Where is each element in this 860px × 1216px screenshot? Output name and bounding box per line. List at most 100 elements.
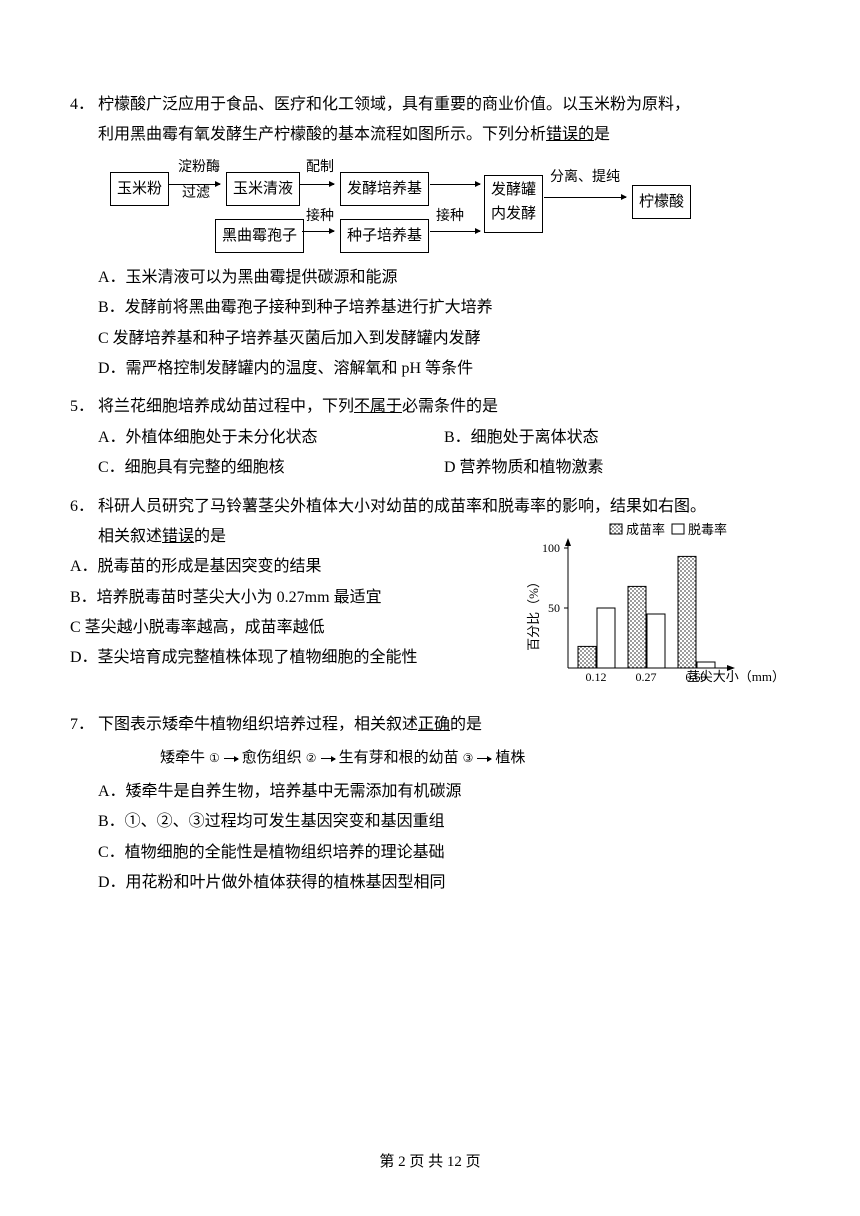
flow-label-separate: 分离、提纯 <box>550 165 620 192</box>
bar-g1-s1 <box>647 614 665 668</box>
q5-optC: C．细胞具有完整的细胞核 <box>98 453 444 483</box>
q6-stem-l2c: 的是 <box>194 528 226 545</box>
q7-stem-a: 下图表示矮牵牛植物组织培养过程，相关叙述 <box>98 716 418 733</box>
q4-num: 4． <box>70 90 98 120</box>
flow-label-inoculate2: 接种 <box>436 204 464 231</box>
yticklabel-50: 50 <box>548 601 560 615</box>
bar-g0-s0 <box>578 646 596 668</box>
flow-box-citric-acid: 柠檬酸 <box>632 185 691 220</box>
q4-stem-line2c: 是 <box>594 126 610 143</box>
xtick-1: 0.27 <box>636 670 657 684</box>
q4-header: 4． 柠檬酸广泛应用于食品、医疗和化工领域，具有重要的商业价值。以玉米粉为原料， <box>70 90 790 120</box>
flow-box-ferment-medium: 发酵培养基 <box>340 172 429 207</box>
q7-flow-c3: ③ <box>463 747 474 770</box>
q7-flow-n3: 生有芽和根的幼苗 <box>339 744 459 773</box>
q4-optB: B．发酵前将黑曲霉孢子接种到种子培养基进行扩大培养 <box>98 293 790 323</box>
flow-box-liquid: 玉米清液 <box>226 172 300 207</box>
q4-flow-diagram: 玉米粉 淀粉酶 过滤 玉米清液 配制 发酵培养基 黑曲霉孢子 接种 种子培养基 … <box>110 157 790 257</box>
arrow-5 <box>430 231 480 232</box>
q6-optC: C 茎尖越小脱毒率越高，成苗率越低 <box>70 613 510 643</box>
q6-optA: A．脱毒苗的形成是基因突变的结果 <box>70 552 510 582</box>
question-6: 6． 科研人员研究了马铃薯茎尖外植体大小对幼苗的成苗率和脱毒率的影响，结果如右图… <box>70 492 790 698</box>
q5-row1: A．外植体细胞处于未分化状态 B．细胞处于离体状态 <box>98 423 790 453</box>
q7-flow-c2: ② <box>306 747 317 770</box>
q7-optC: C．植物细胞的全能性是植物组织培养的理论基础 <box>98 838 790 868</box>
bar-g0-s1 <box>597 608 615 668</box>
arrow-4 <box>302 231 334 232</box>
q7-optD: D．用花粉和叶片做外植体获得的植株基因型相同 <box>98 868 790 898</box>
q6-stem-l2a: 相关叙述 <box>98 528 162 545</box>
arrow-3 <box>430 184 480 185</box>
question-7: 7． 下图表示矮牵牛植物组织培养过程，相关叙述正确的是 矮牵牛 ① 愈伤组织 ②… <box>70 710 790 898</box>
q6-optD: D．茎尖培育成完整植株体现了植物细胞的全能性 <box>70 643 510 673</box>
q5-header: 5． 将兰花细胞培养成幼苗过程中，下列不属于必需条件的是 <box>70 392 790 422</box>
flow-box-seed-medium: 种子培养基 <box>340 219 429 254</box>
bar-g2-s1 <box>697 662 715 668</box>
q5-stem-u: 不属于 <box>354 398 402 415</box>
q7-flow-c1: ① <box>209 747 220 770</box>
q7-options: A．矮牵牛是自养生物，培养基中无需添加有机碳源 B．①、②、③过程均可发生基因突… <box>98 777 790 899</box>
flow-box-fermenter: 发酵罐 内发酵 <box>484 175 543 233</box>
q5-stem-b: 必需条件的是 <box>402 398 498 415</box>
q6-chart: 成苗率 脱毒率 百分比（%） 100 50 0.12 0.27 <box>520 518 790 698</box>
q7-flow-n4: 植株 <box>495 744 525 773</box>
q7-stem-u: 正确 <box>418 716 450 733</box>
q6-stem-u: 错误 <box>162 528 194 545</box>
q7-flow-n2: 愈伤组织 <box>242 744 302 773</box>
arrow-2 <box>300 184 334 185</box>
q4-optA: A．玉米清液可以为黑曲霉提供碳源和能源 <box>98 263 790 293</box>
q7-flow: 矮牵牛 ① 愈伤组织 ② 生有芽和根的幼苗 ③ 植株 <box>160 744 790 773</box>
q5-stem-a: 将兰花细胞培养成幼苗过程中，下列 <box>98 398 354 415</box>
q7-arrow-2-icon <box>321 758 335 759</box>
legend-label-2: 脱毒率 <box>688 522 727 537</box>
q5-optA: A．外植体细胞处于未分化状态 <box>98 423 444 453</box>
y-arrow-icon <box>565 538 571 546</box>
q5-stem-wrap: 将兰花细胞培养成幼苗过程中，下列不属于必需条件的是 <box>98 392 790 422</box>
fermenter-l1: 发酵罐 <box>491 182 536 198</box>
fermenter-l2: 内发酵 <box>491 206 536 222</box>
arrow-1 <box>168 184 220 185</box>
q7-arrow-1-icon <box>224 758 238 759</box>
q4-stem-line2-wrap: 利用黑曲霉有氧发酵生产柠檬酸的基本流程如图所示。下列分析错误的是 <box>98 120 790 150</box>
q7-stem-b: 的是 <box>450 716 482 733</box>
flow-label-prepare: 配制 <box>306 155 334 182</box>
flow-box-spore: 黑曲霉孢子 <box>215 219 304 254</box>
chart-ylabel: 百分比（%） <box>526 575 541 651</box>
q4-optD: D．需严格控制发酵罐内的温度、溶解氧和 pH 等条件 <box>98 354 790 384</box>
q6-optB: B．培养脱毒苗时茎尖大小为 0.27mm 最适宜 <box>70 583 510 613</box>
chart-xlabel: 茎尖大小（mm） <box>687 669 785 684</box>
flow-label-inoculate1: 接种 <box>306 204 334 231</box>
flow-box-cornflour: 玉米粉 <box>110 172 169 207</box>
q5-optD: D 营养物质和植物激素 <box>444 453 790 483</box>
q7-optA: A．矮牵牛是自养生物，培养基中无需添加有机碳源 <box>98 777 790 807</box>
bar-g2-s0 <box>678 556 696 668</box>
q5-row2: C．细胞具有完整的细胞核 D 营养物质和植物激素 <box>98 453 790 483</box>
q4-stem-line2a: 利用黑曲霉有氧发酵生产柠檬酸的基本流程如图所示。下列分析 <box>98 126 546 143</box>
q5-num: 5． <box>70 392 98 422</box>
q7-optB: B．①、②、③过程均可发生基因突变和基因重组 <box>98 807 790 837</box>
page-footer: 第 2 页 共 12 页 <box>0 1148 860 1177</box>
question-4: 4． 柠檬酸广泛应用于食品、医疗和化工领域，具有重要的商业价值。以玉米粉为原料，… <box>70 90 790 384</box>
q6-num: 6． <box>70 492 98 522</box>
yticklabel-100: 100 <box>542 541 560 555</box>
arrow-6 <box>544 197 626 198</box>
q4-stem-line1: 柠檬酸广泛应用于食品、医疗和化工领域，具有重要的商业价值。以玉米粉为原料， <box>98 90 790 120</box>
legend-label-1: 成苗率 <box>626 522 665 537</box>
flow-label-enzyme: 淀粉酶 <box>178 155 220 182</box>
q7-stem-wrap: 下图表示矮牵牛植物组织培养过程，相关叙述正确的是 <box>98 710 790 740</box>
q7-num: 7． <box>70 710 98 740</box>
q6-body: 相关叙述错误的是 A．脱毒苗的形成是基因突变的结果 B．培养脱毒苗时茎尖大小为 … <box>70 522 790 698</box>
q4-options: A．玉米清液可以为黑曲霉提供碳源和能源 B．发酵前将黑曲霉孢子接种到种子培养基进… <box>98 263 790 385</box>
q4-stem-underline: 错误的 <box>546 126 594 143</box>
q5-optB: B．细胞处于离体状态 <box>444 423 790 453</box>
q7-flow-n1: 矮牵牛 <box>160 744 205 773</box>
legend-hatch-icon <box>610 524 622 534</box>
q7-header: 7． 下图表示矮牵牛植物组织培养过程，相关叙述正确的是 <box>70 710 790 740</box>
q6-left: 相关叙述错误的是 A．脱毒苗的形成是基因突变的结果 B．培养脱毒苗时茎尖大小为 … <box>70 522 510 698</box>
legend-empty-icon <box>672 524 684 534</box>
question-5: 5． 将兰花细胞培养成幼苗过程中，下列不属于必需条件的是 A．外植体细胞处于未分… <box>70 392 790 483</box>
q6-stem-l2-wrap: 相关叙述错误的是 <box>98 522 510 552</box>
xtick-0: 0.12 <box>586 670 607 684</box>
bar-g1-s0 <box>628 586 646 668</box>
q7-arrow-3-icon <box>477 758 491 759</box>
